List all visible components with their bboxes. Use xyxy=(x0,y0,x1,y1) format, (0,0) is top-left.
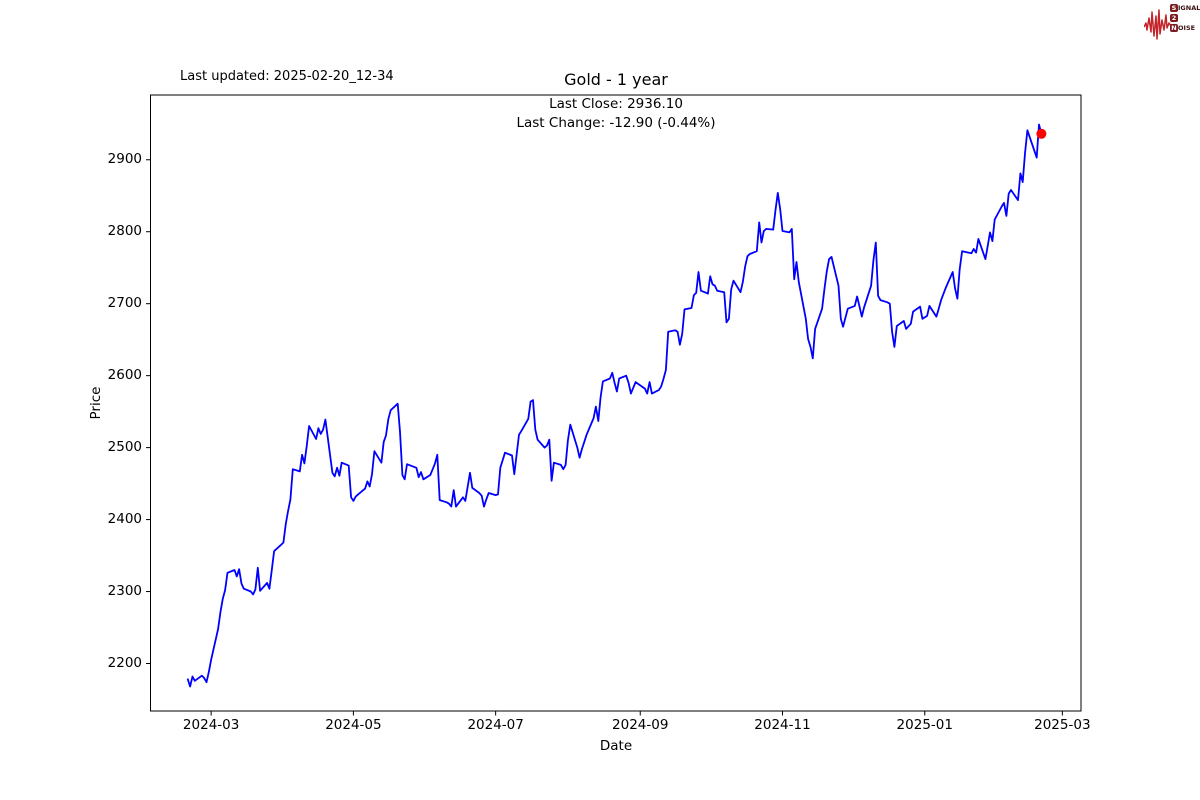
y-tick-label: 2900 xyxy=(107,150,142,167)
y-tick-label: 2600 xyxy=(107,366,142,383)
y-tick-label: 2700 xyxy=(107,294,142,311)
y-tick-label: 2500 xyxy=(107,438,142,455)
x-tick-label: 2024-07 xyxy=(467,717,524,733)
x-tick-label: 2024-09 xyxy=(612,717,669,733)
x-tick-label: 2024-11 xyxy=(754,717,811,733)
x-tick-label: 2024-03 xyxy=(182,717,240,733)
x-tick-label: 2024-05 xyxy=(325,717,382,733)
x-axis-label: Date xyxy=(599,738,633,754)
logo-letter-s-box: S xyxy=(1170,4,1178,12)
logo-text: S IGNAL 2 NOISE xyxy=(1170,4,1200,34)
y-tick-label: 2200 xyxy=(107,654,142,671)
logo-text-oise: OISE xyxy=(1178,24,1196,32)
y-tick-label: 2300 xyxy=(107,582,142,599)
last-updated-text: Last updated: 2025-02-20_12-34 xyxy=(180,69,394,84)
x-tick-label: 2025-01 xyxy=(896,717,953,733)
logo-letter-2-box: 2 xyxy=(1170,14,1178,22)
logo-row-signal: S IGNAL xyxy=(1170,4,1200,13)
signal2noise-logo: S IGNAL 2 NOISE xyxy=(1144,3,1200,43)
annotation-box: Last Close: 2936.10 Last Change: -12.90 … xyxy=(516,95,715,133)
annotation-last-change: Last Change: -12.90 (-0.44%) xyxy=(516,115,716,131)
logo-text-ignal: IGNAL xyxy=(1178,4,1200,12)
annotation-last-close: Last Close: 2936.10 xyxy=(549,96,683,112)
y-tick-label: 2400 xyxy=(107,510,142,527)
logo-row-2: 2 xyxy=(1170,14,1200,23)
last-price-marker xyxy=(1036,128,1047,139)
plot-frame xyxy=(150,94,1082,712)
logo-letter-n-box: N xyxy=(1170,24,1178,32)
chart-title: Gold - 1 year xyxy=(564,70,668,89)
waveform-icon xyxy=(1144,9,1174,40)
price-line xyxy=(186,123,1043,688)
x-tick-label: 2025-03 xyxy=(1034,717,1091,733)
logo-row-noise: NOISE xyxy=(1170,24,1200,33)
y-tick-label: 2800 xyxy=(107,222,142,239)
